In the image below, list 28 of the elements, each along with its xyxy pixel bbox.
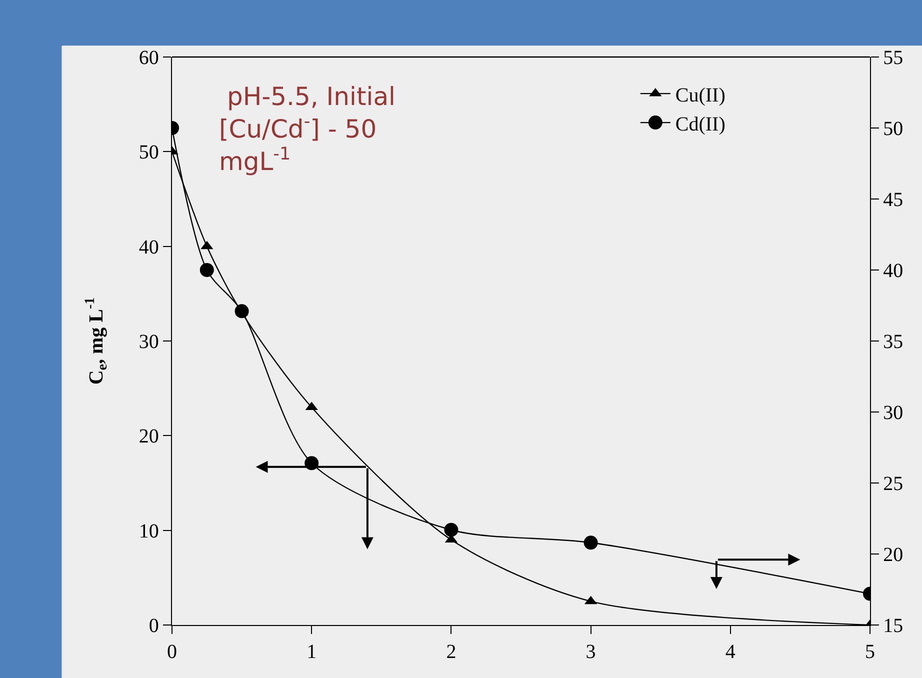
y2-tick-label: 20	[883, 544, 904, 566]
y2-tick-label: 15	[883, 615, 904, 637]
y-tick-label: 30	[138, 331, 159, 353]
y-tick-label: 50	[138, 142, 159, 164]
point	[584, 536, 598, 550]
y2-tick-label: 35	[883, 331, 904, 353]
y2-tick-label: 50	[883, 118, 904, 140]
x-tick-label: 3	[586, 641, 596, 664]
x-tick-label: 5	[865, 641, 875, 664]
y2-tick-label: 55	[883, 47, 904, 69]
legend-label: Cd(II)	[675, 113, 726, 136]
y-tick-label: 10	[138, 520, 159, 542]
x-tick-label: 4	[725, 641, 736, 664]
legend-label: Cu(II)	[675, 84, 726, 106]
y2-tick-label: 30	[883, 402, 904, 424]
text: pH-5.5, Initial [Cu/Cd$^{-}$] - 50 mgL$^{-1}$	[219, 82, 396, 176]
y2-tick-label: 45	[883, 189, 904, 211]
y-tick-label: 60	[138, 47, 159, 69]
y2-tick-label: 25	[883, 473, 904, 495]
point	[444, 522, 458, 537]
x-tick-label: 1	[306, 641, 317, 664]
y2-tick-label: 40	[883, 260, 904, 282]
point	[234, 304, 249, 318]
x-tick-label: 0	[167, 641, 177, 664]
y-tick-label: 40	[138, 236, 159, 258]
y-tick-label: 20	[138, 426, 159, 448]
x-tick-label: 2	[446, 641, 456, 664]
y-tick-label: 0	[148, 615, 159, 637]
